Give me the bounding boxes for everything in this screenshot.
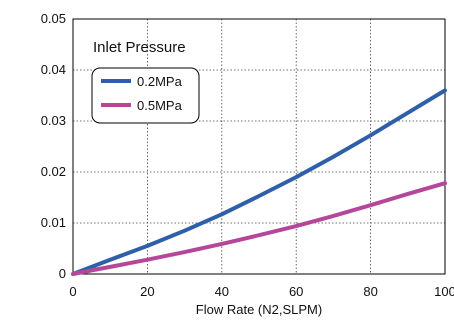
y-tick-label-2: 0.02	[41, 164, 66, 179]
grid-lines	[73, 19, 445, 274]
series-line-0	[71, 88, 447, 276]
y-tick-label-3: 0.03	[41, 113, 66, 128]
y-tick-label-4: 0.04	[41, 62, 66, 77]
x-tick-labels: 0 20 40 60 80 100	[69, 284, 454, 299]
x-tick-label-5: 100	[434, 284, 454, 299]
x-tick-label-1: 20	[140, 284, 154, 299]
series-line-1	[71, 181, 447, 276]
x-tick-label-0: 0	[69, 284, 76, 299]
legend-title: Inlet Pressure	[93, 39, 186, 56]
legend-label-0-5mpa: 0.5MPa	[137, 98, 183, 113]
legend: 0.2MPa 0.5MPa	[91, 67, 200, 124]
x-axis-title: Flow Rate (N2,SLPM)	[196, 302, 322, 317]
series-lines	[71, 88, 447, 276]
y-tick-label-5: 0.05	[41, 11, 66, 26]
x-tick-label-2: 40	[215, 284, 229, 299]
legend-label-0-2mpa: 0.2MPa	[137, 74, 183, 89]
y-tick-label-1: 0.01	[41, 215, 66, 230]
x-tick-label-3: 60	[289, 284, 303, 299]
plot-frame	[72, 18, 446, 275]
y-tick-label-0: 0	[59, 266, 66, 281]
y-tick-labels: 0 0.01 0.02 0.03 0.04 0.05	[41, 11, 66, 281]
x-tick-label-4: 80	[363, 284, 377, 299]
